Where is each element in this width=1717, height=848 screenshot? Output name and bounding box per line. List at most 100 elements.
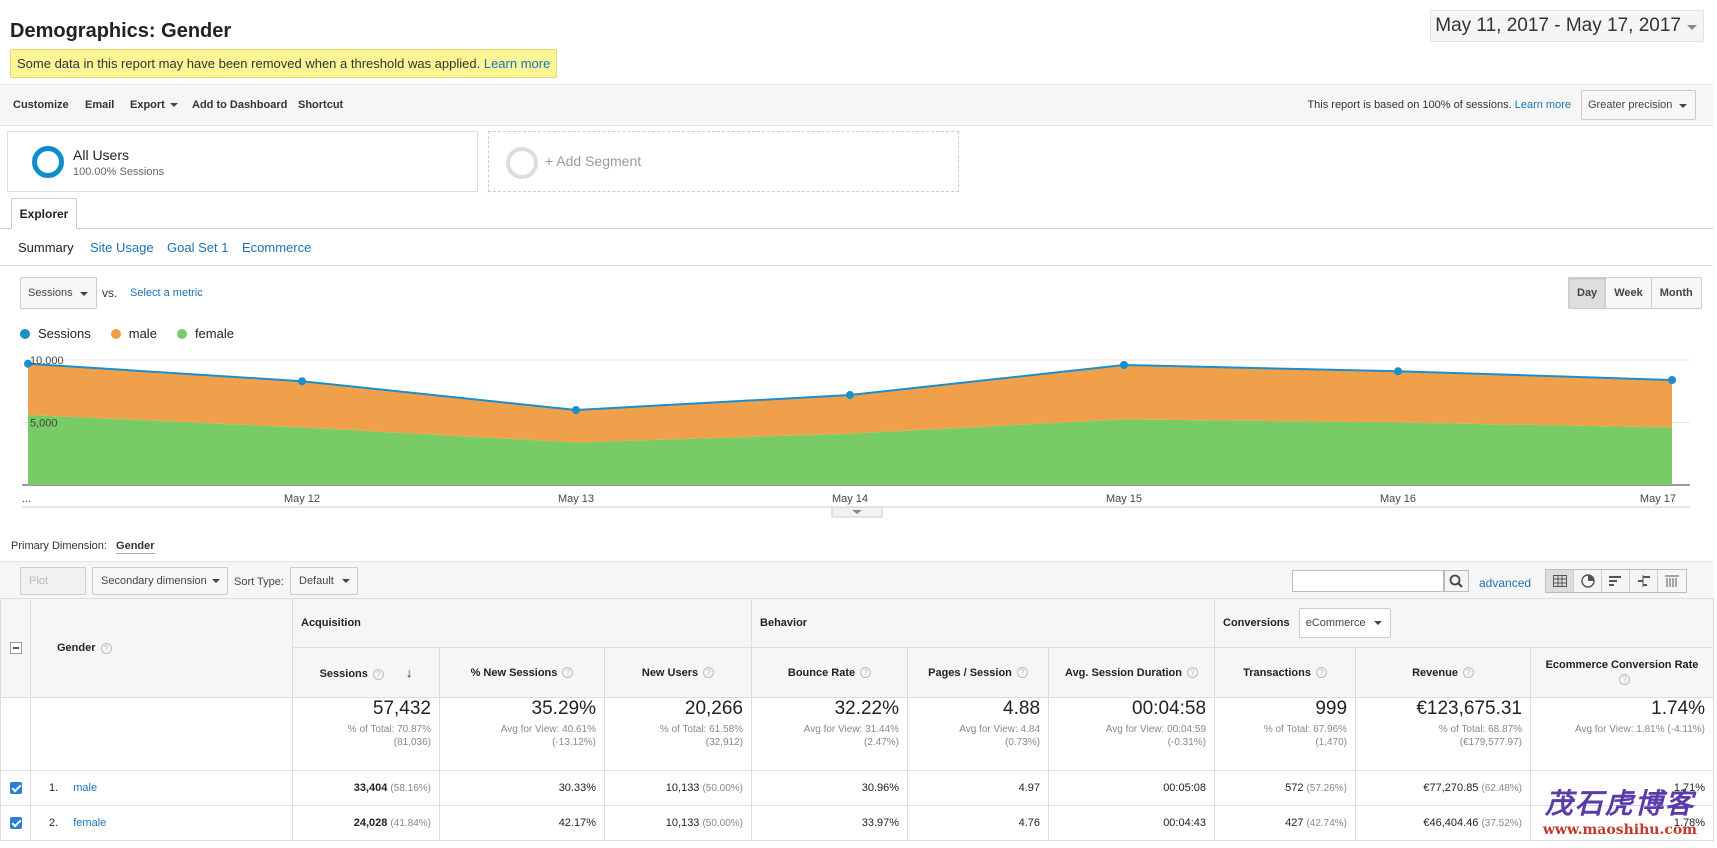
sampling-text: This report is based on 100% of sessions…	[1307, 99, 1512, 111]
row-checkbox[interactable]	[9, 817, 22, 830]
row-checkbox-cell[interactable]	[0, 805, 31, 841]
help-icon[interactable]: ?	[562, 667, 574, 679]
x-tick-label: May 12	[284, 493, 320, 505]
sampling-learn-more-link[interactable]: Learn more	[1514, 99, 1571, 111]
add-to-dashboard-button[interactable]: Add to Dashboard	[192, 99, 288, 111]
sessions-point	[24, 359, 32, 368]
watermark: 茂石虎博客 www.maoshihu.com	[1543, 782, 1697, 838]
legend-dot-male	[110, 328, 121, 339]
secondary-dimension-dropdown[interactable]: Secondary dimension	[92, 567, 228, 595]
select-all-cell[interactable]	[0, 598, 31, 698]
metric-dropdown[interactable]: Sessions	[20, 277, 97, 309]
add-segment-button[interactable]: + Add Segment	[488, 131, 959, 192]
col-header-sessions[interactable]: Sessions? ↓	[292, 647, 440, 698]
table-controls: Plot Rows Secondary dimension Sort Type:…	[0, 561, 1713, 613]
sessions-point	[1120, 361, 1128, 369]
x-tick-label: ...	[22, 493, 31, 505]
subtab-site-usage[interactable]: Site Usage	[90, 240, 154, 255]
chevron-down-icon	[1687, 25, 1697, 30]
pie-chart-view-icon[interactable]	[1574, 570, 1602, 592]
plot-rows-button[interactable]: Plot Rows	[20, 567, 86, 613]
revenue-cell: €46,404.46 (37.52%)	[1355, 805, 1532, 841]
segment-all-users[interactable]: All Users 100.00% Sessions	[7, 131, 478, 192]
period-month-button[interactable]: Month	[1659, 287, 1693, 299]
period-week-button[interactable]: Week	[1606, 278, 1652, 308]
col-header-revenue[interactable]: Revenue?	[1355, 647, 1532, 698]
customize-button[interactable]: Customize	[13, 99, 69, 111]
col-header-new-sessions[interactable]: % New Sessions?	[439, 647, 605, 698]
help-icon[interactable]: ?	[1016, 667, 1028, 679]
sort-type-dropdown[interactable]: Default	[290, 567, 358, 595]
notice-learn-more-link[interactable]: Learn more	[483, 56, 551, 71]
help-icon[interactable]: ?	[703, 667, 715, 679]
col-header-avg-duration[interactable]: Avg. Session Duration?	[1048, 647, 1216, 698]
help-icon[interactable]: ?	[1315, 667, 1327, 679]
help-icon[interactable]: ?	[1619, 674, 1631, 686]
search-button[interactable]	[1444, 570, 1469, 592]
row-dimension-link[interactable]: male	[73, 782, 98, 794]
precision-dropdown[interactable]: Greater precision	[1581, 90, 1696, 120]
col-header-label: Bounce Rate	[787, 666, 856, 679]
tab-explorer[interactable]: Explorer	[11, 198, 77, 229]
new-users-cell: 10,133 (50.00%)	[603, 805, 753, 841]
help-icon[interactable]: ?	[1186, 667, 1198, 679]
watermark-url: www.maoshihu.com	[1542, 822, 1697, 838]
tab-divider	[0, 228, 1713, 229]
sessions-point	[298, 377, 306, 386]
row-dimension-link[interactable]: female	[73, 817, 107, 829]
new-sessions-cell: 42.17%	[439, 805, 605, 841]
avg-duration-cell: 00:05:08	[1048, 770, 1216, 806]
x-tick-label: May 14	[832, 493, 868, 505]
primary-dimension-gender[interactable]: Gender	[116, 540, 155, 554]
select-all-checkbox[interactable]	[9, 642, 22, 655]
email-button[interactable]: Email	[85, 99, 115, 111]
subtab-summary[interactable]: Summary	[18, 240, 74, 255]
help-icon[interactable]: ?	[372, 668, 384, 680]
shortcut-button[interactable]: Shortcut	[298, 99, 344, 111]
advanced-filter-link[interactable]: advanced	[1479, 576, 1532, 590]
sort-type-label: Sort Type:	[234, 576, 284, 588]
legend-female[interactable]: female	[176, 326, 234, 341]
export-button[interactable]: Export	[130, 99, 178, 111]
performance-view-icon[interactable]	[1602, 570, 1630, 592]
help-icon[interactable]: ?	[100, 642, 112, 654]
sampling-info: This report is based on 100% of sessions…	[1307, 99, 1571, 111]
notice-text: Some data in this report may have been r…	[17, 56, 481, 71]
col-header-pages-session[interactable]: Pages / Session?	[907, 647, 1050, 698]
transactions-cell: 572 (57.26%)	[1214, 770, 1357, 806]
subtab-ecommerce[interactable]: Ecommerce	[242, 240, 312, 255]
period-day-button[interactable]: Day	[1569, 278, 1607, 308]
select-metric-link[interactable]: Select a metric	[130, 287, 203, 299]
col-header-transactions[interactable]: Transactions?	[1214, 647, 1357, 698]
search-icon	[1449, 574, 1463, 588]
secondary-dimension-label: Secondary dimension	[101, 575, 207, 587]
col-header-conversion-rate[interactable]: Ecommerce Conversion Rate?	[1530, 647, 1715, 698]
x-tick-label: May 13	[558, 493, 594, 505]
total-revenue: €123,675.31% of Total: 68.87% (€179,577.9…	[1355, 697, 1532, 771]
pivot-view-icon[interactable]	[1658, 570, 1686, 592]
chevron-down-icon	[80, 292, 88, 296]
table-search-input[interactable]	[1292, 570, 1444, 592]
y-tick-label: 10,000	[30, 355, 64, 367]
legend-sessions[interactable]: Sessions	[20, 326, 91, 341]
date-range-picker[interactable]: May 11, 2017 - May 17, 2017	[1430, 10, 1704, 42]
row-checkbox-cell[interactable]	[0, 770, 31, 806]
help-icon[interactable]: ?	[860, 667, 872, 679]
dimension-header[interactable]: Gender?	[30, 598, 293, 698]
subtab-goal-set-1[interactable]: Goal Set 1	[167, 240, 229, 255]
legend-male[interactable]: male	[110, 326, 157, 341]
bounce-rate-cell: 33.97%	[751, 805, 909, 841]
vs-label: vs.	[102, 286, 118, 300]
conversions-dropdown[interactable]: eCommerce	[1298, 608, 1391, 638]
x-tick-label: May 17	[1640, 493, 1676, 505]
total-transactions: 999% of Total: 67.96% (1,470)	[1214, 697, 1357, 771]
table-group-header: Gender? Acquisition Behavior Conversions…	[0, 598, 1715, 698]
comparison-view-icon[interactable]	[1630, 570, 1658, 592]
row-checkbox[interactable]	[9, 782, 22, 795]
col-header-new-users[interactable]: New Users?	[603, 647, 753, 698]
help-icon[interactable]: ?	[1462, 667, 1474, 679]
col-header-bounce-rate[interactable]: Bounce Rate?	[751, 647, 909, 698]
col-header-label: New Users	[641, 666, 699, 679]
data-table-view-icon[interactable]	[1546, 570, 1574, 592]
total-bounce-rate: 32.22% Avg for View: 31.44% (2.47%)	[751, 697, 909, 771]
